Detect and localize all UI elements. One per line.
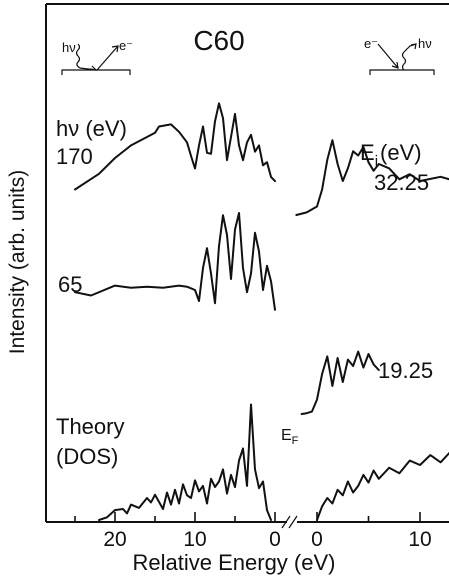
series-label-dos: (DOS) — [56, 444, 118, 469]
photon-symbol: hν — [62, 40, 76, 55]
series-line-theory-dos-right — [316, 451, 449, 521]
series-line-170 — [74, 102, 276, 191]
chart-title: C60 — [193, 25, 244, 56]
inverse-photoemission-diagram: e⁻ hν — [364, 36, 435, 75]
series-label-19-25: 19.25 — [378, 358, 433, 383]
x-tick-label: 0 — [311, 528, 323, 551]
surface-bracket-right — [369, 69, 435, 75]
left-panel-header: hν (eV) — [56, 116, 127, 141]
incoming-electron — [377, 43, 399, 69]
x-tick-label: 10 — [408, 528, 431, 551]
x-tick-label: 0 — [269, 528, 281, 551]
photoemission-diagram: hν e⁻ — [61, 38, 133, 75]
right-panel-header: Ei(eV) — [360, 140, 422, 170]
surface-bracket — [61, 69, 131, 75]
series-label-theory: Theory — [56, 414, 124, 439]
series-line-theory-dos- — [98, 403, 272, 521]
incoming-photon-wave — [75, 43, 97, 71]
series-line-19-25 — [300, 350, 380, 415]
series-label-65: 65 — [58, 272, 82, 297]
emitted-electron-arrow — [111, 45, 119, 53]
axis-break-mark — [288, 515, 298, 529]
x-tick-label: 10 — [183, 528, 206, 551]
series-line-65 — [74, 212, 276, 311]
emitted-photon-wave — [401, 43, 417, 71]
incoming-photon-arrow — [89, 65, 98, 71]
series-line-32-25 — [295, 139, 449, 216]
fermi-level-label: EF — [281, 427, 299, 447]
axis-break-mark — [281, 515, 291, 529]
electron-symbol-right: e⁻ — [364, 36, 378, 51]
emitted-electron — [96, 45, 119, 71]
x-axis-label: Relative Energy (eV) — [133, 550, 336, 575]
incoming-electron-arrow — [391, 61, 399, 69]
electron-symbol: e⁻ — [119, 38, 133, 53]
y-axis-label: Intensity (arb. units) — [6, 170, 29, 354]
x-tick-label: 20 — [103, 528, 126, 551]
x-tick-labels: 20 10 0 0 10 — [103, 528, 431, 551]
x-ticks — [74, 512, 421, 522]
series-label-170: 170 — [56, 144, 93, 169]
series-label-32-25: 32.25 — [374, 170, 429, 195]
emitted-photon-arrow — [410, 43, 417, 50]
spectra — [74, 102, 449, 521]
photon-symbol-right: hν — [418, 36, 432, 51]
